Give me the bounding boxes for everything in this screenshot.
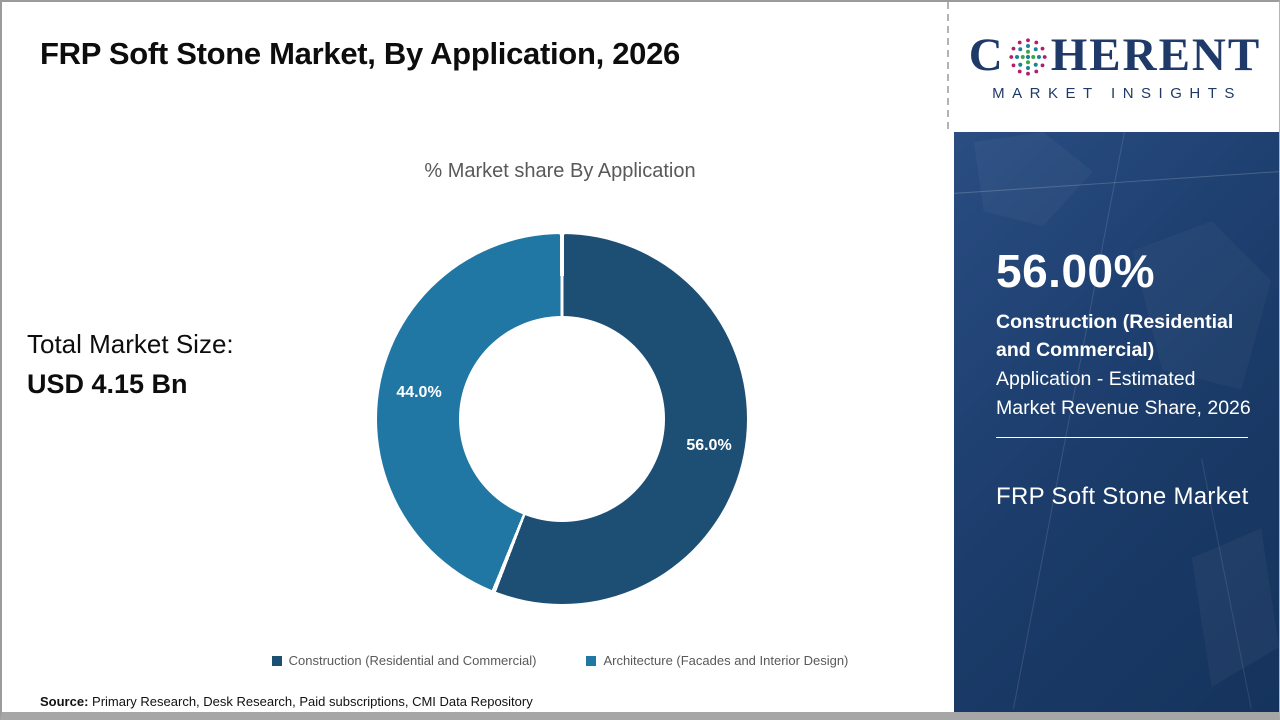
coherent-logo: C HERENT [969, 32, 1261, 79]
highlight-value: 56.00% [996, 245, 1156, 297]
logo-rest: HERENT [1050, 29, 1262, 81]
sidebar-divider [996, 437, 1248, 439]
donut-chart-wrap: 44.0% 56.0% [377, 234, 747, 604]
chart-legend: Construction (Residential and Commercial… [160, 653, 960, 668]
globe-dots-icon [1009, 37, 1047, 76]
legend-swatch-architecture [586, 655, 597, 666]
page-title: FRP Soft Stone Market, By Application, 2… [40, 36, 680, 71]
chart-region: % Market share By Application 44.0% 56.0… [160, 160, 960, 700]
source-text: Primary Research, Desk Research, Paid su… [88, 694, 533, 709]
sidebar-market-name: FRP Soft Stone Market [996, 483, 1249, 511]
legend-item-architecture: Architecture (Facades and Interior Desig… [586, 653, 848, 668]
highlight-description: Application - Estimated Market Revenue S… [996, 367, 1251, 419]
legend-swatch-construction [271, 655, 282, 666]
source-line: Source: Primary Research, Desk Research,… [40, 694, 533, 709]
total-market-size-value: USD 4.15 Bn [27, 369, 188, 399]
logo-letter-c: C [968, 29, 1005, 81]
source-label: Source: [40, 694, 89, 709]
highlight-segment: Construction (Residential and Commercial… [996, 311, 1234, 362]
total-market-size: Total Market Size: USD 4.15 Bn [27, 324, 234, 404]
slice-label-architecture: 44.0% [396, 384, 442, 401]
slice-label-construction: 56.0% [686, 437, 732, 454]
legend-item-construction: Construction (Residential and Commercial… [271, 653, 537, 668]
brand-logo-box: C HERENT [951, 2, 1279, 132]
total-market-size-label: Total Market Size: [27, 329, 234, 359]
chart-title: % Market share By Application [424, 160, 696, 182]
logo-subtitle: MARKET INSIGHTS [992, 85, 1242, 102]
legend-label-construction: Construction (Residential and Commercial… [288, 653, 537, 668]
donut-hole [459, 316, 665, 522]
legend-label-architecture: Architecture (Facades and Interior Desig… [603, 653, 849, 668]
dashed-divider [947, 2, 949, 132]
highlight-sidebar: 56.00% Construction (Residential and Com… [954, 132, 1279, 712]
